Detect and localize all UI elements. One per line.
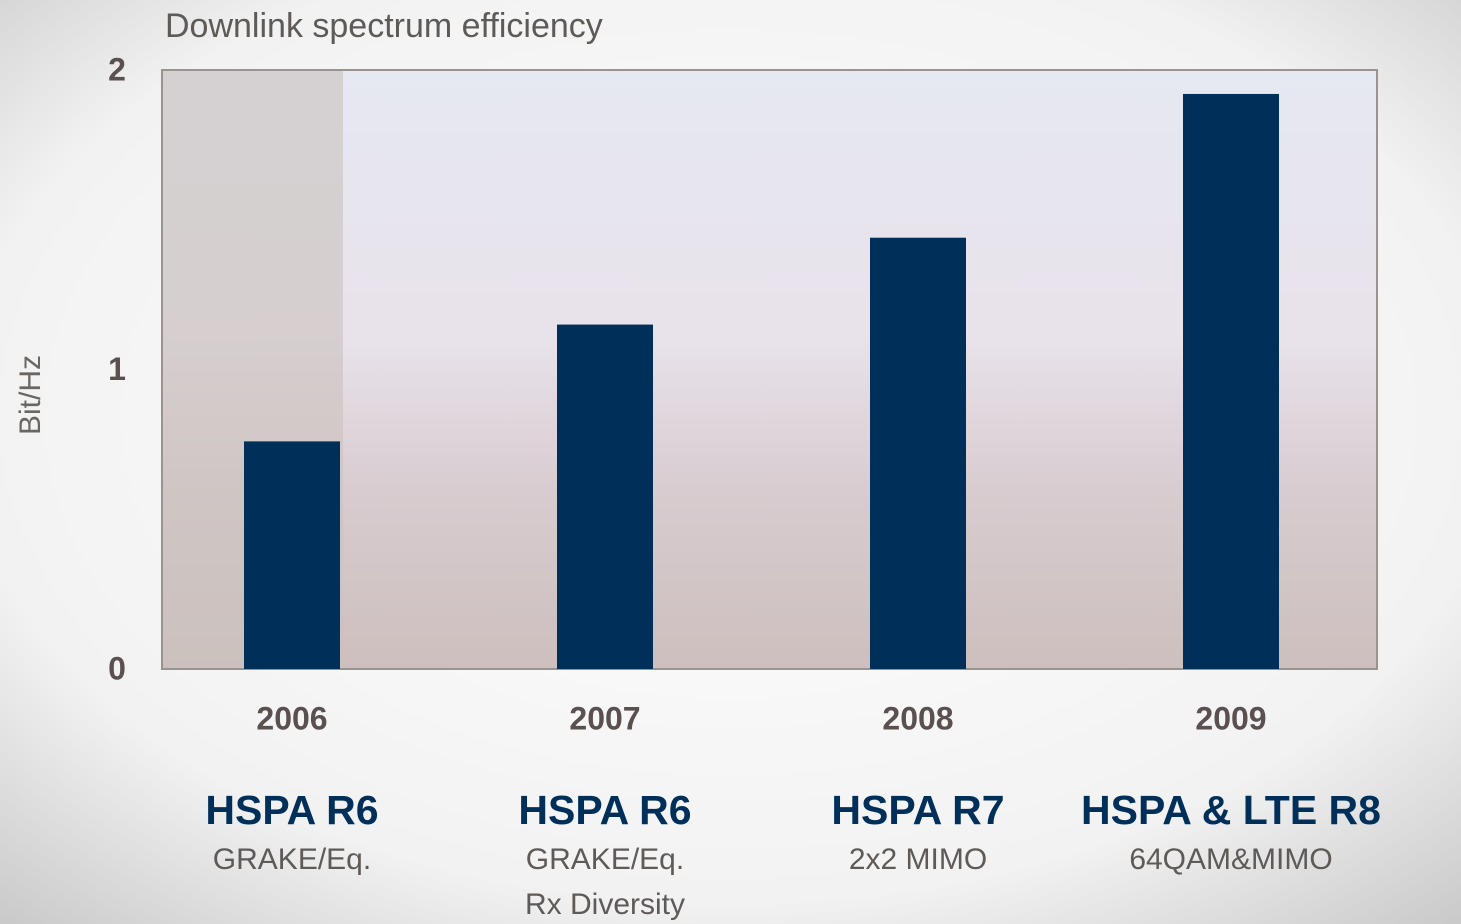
x-tick-label: 2007 <box>569 700 640 736</box>
bar <box>557 324 653 669</box>
release-name: HSPA R7 <box>831 787 1004 833</box>
bar <box>244 441 340 669</box>
x-tick-label: 2009 <box>1195 700 1266 736</box>
y-tick-label: 1 <box>108 351 126 387</box>
x-tick-label: 2006 <box>256 700 327 736</box>
feature-label: 2x2 MIMO <box>849 843 987 876</box>
feature-label: GRAKE/Eq. <box>213 843 371 876</box>
release-name: HSPA R6 <box>205 787 378 833</box>
feature-label: GRAKE/Eq. <box>526 843 684 876</box>
y-tick-label: 2 <box>108 51 126 87</box>
bar <box>1183 93 1279 669</box>
x-tick-label: 2008 <box>882 700 953 736</box>
y-tick-label: 0 <box>108 650 126 686</box>
bar <box>870 237 966 669</box>
release-name: HSPA & LTE R8 <box>1081 787 1381 833</box>
feature-label: Rx Diversity <box>525 888 685 921</box>
y-axis-label: Bit/Hz <box>14 355 47 435</box>
release-name: HSPA R6 <box>518 787 691 833</box>
chart-title: Downlink spectrum efficiency <box>165 7 603 45</box>
feature-label: 64QAM&MIMO <box>1129 843 1332 876</box>
plot-area <box>161 69 1378 670</box>
